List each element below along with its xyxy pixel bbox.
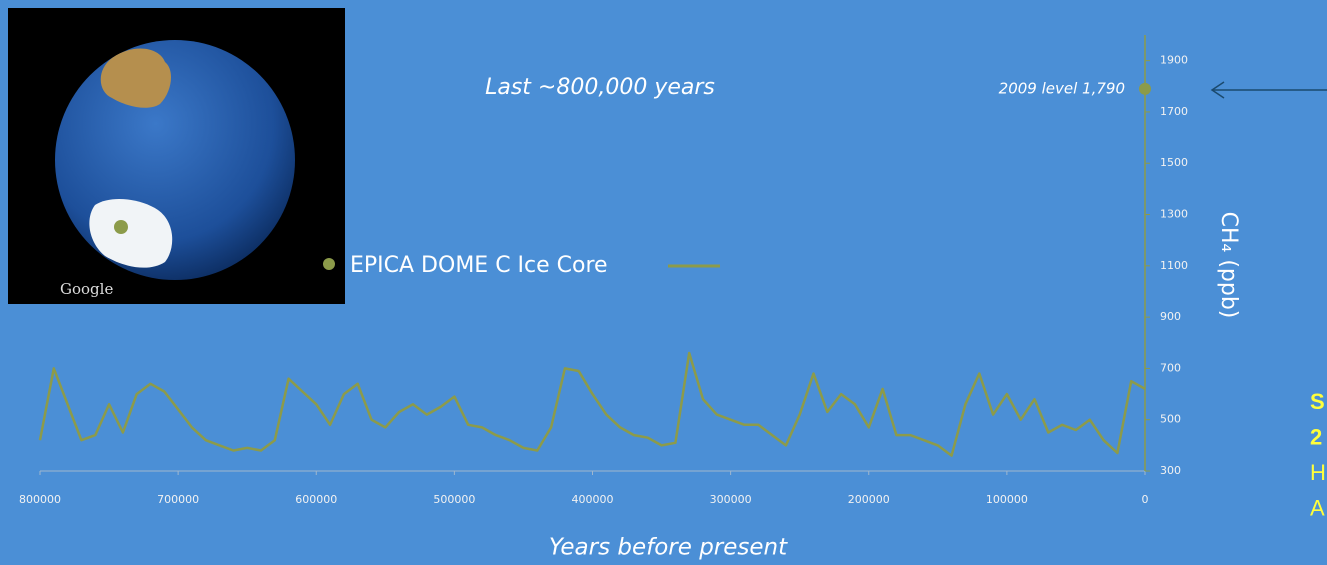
y-tick-label: 900 [1160,310,1181,323]
legend: EPICA DOME C Ice Core [323,253,720,278]
y-tick-label: 1300 [1160,208,1188,221]
x-tick-label: 300000 [710,493,752,506]
x-tick-label: 400000 [572,493,614,506]
map-credit: Google [60,280,113,298]
y-tick-label: 500 [1160,413,1181,426]
y-tick-label: 300 [1160,464,1181,477]
arrow [1210,81,1327,99]
y-tick-label: 1900 [1160,54,1188,67]
y-tick-label: 1500 [1160,156,1188,169]
data-line [38,351,1146,457]
point-marker [1139,82,1151,95]
side-note: A [1310,495,1325,520]
antarctica [89,198,173,268]
x-tick-label: 800000 [19,493,61,506]
legend-label: EPICA DOME C Ice Core [350,253,608,278]
legend-marker [323,258,335,270]
x-tick-label: 700000 [157,493,199,506]
x-tick-label: 600000 [295,493,337,506]
y-tick-label: 700 [1160,361,1181,374]
globe [55,40,295,280]
x-tick-label: 100000 [986,493,1028,506]
chart-title: Last ~800,000 years [485,75,715,100]
australia [100,48,172,108]
x-tick-label: 500000 [433,493,475,506]
y-tick-label: 1700 [1160,105,1188,118]
arrow-head [1210,81,1225,99]
point-label: 2009 level 1,790 [999,79,1125,97]
y-axis-title: CH₄ (ppb) [1216,212,1241,319]
x-tick-label: 200000 [848,493,890,506]
side-note: S [1310,389,1325,414]
map-inset: Google [8,8,345,304]
x-axis-title: Years before present [549,535,788,561]
side-note: H [1310,460,1326,485]
x-tick-label: 0 [1142,493,1149,506]
y-tick-label: 1100 [1160,259,1188,272]
side-note: 2 [1310,424,1322,449]
site-marker [114,220,128,234]
